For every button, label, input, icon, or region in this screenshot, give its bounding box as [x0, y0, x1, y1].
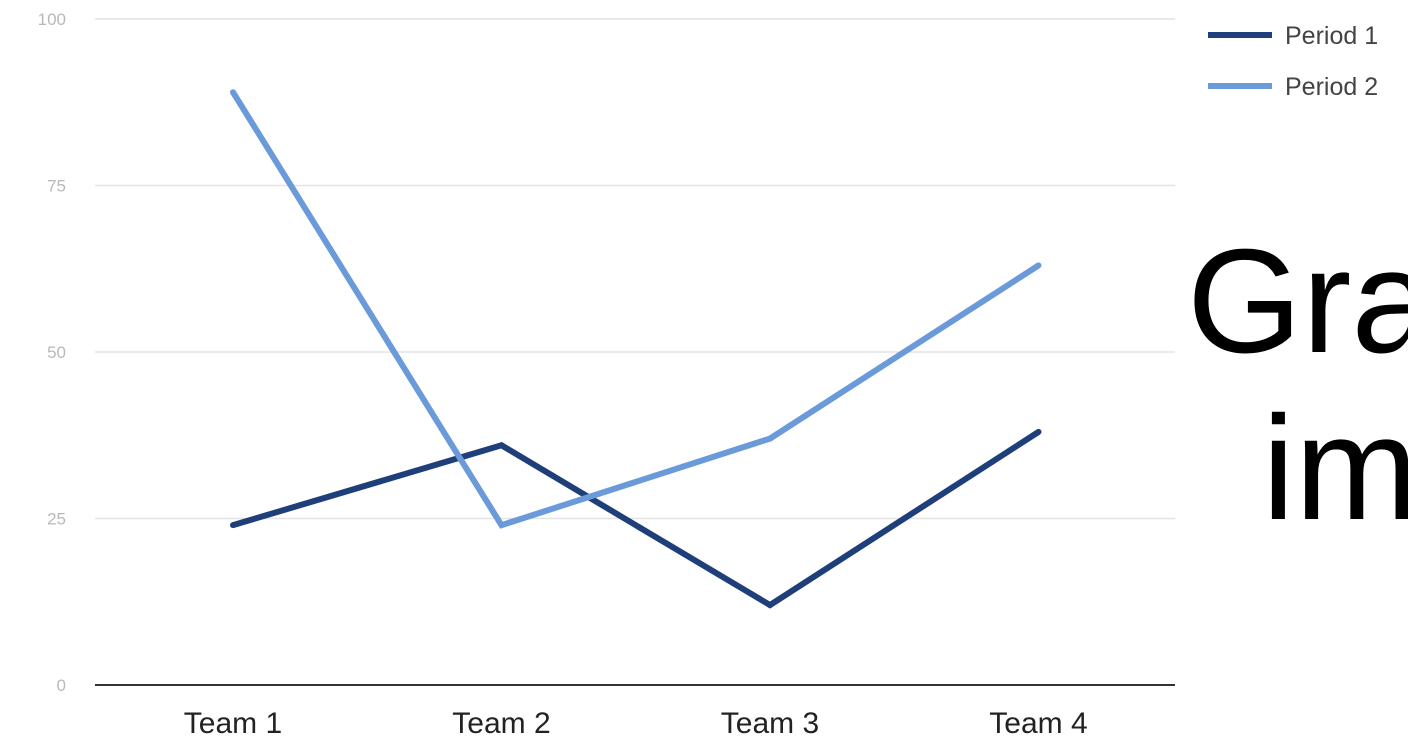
x-tick-label-4: Team 4: [989, 707, 1087, 740]
gridlines: [95, 18, 1175, 520]
x-tick-label-2: Team 2: [452, 707, 550, 740]
y-tick-label-0: 0: [57, 676, 66, 695]
legend: Period 1 Period 2: [1208, 22, 1378, 101]
overlay-text-line-1: Gra: [1187, 219, 1408, 384]
series-1-point-1: [230, 522, 236, 529]
series-2-point-1: [230, 89, 236, 96]
series-line-1: [232, 429, 1041, 609]
y-tick-label-100: 100: [38, 10, 66, 29]
series-2-point-4: [1035, 262, 1042, 269]
series-1-point-2: [498, 442, 505, 449]
series-1-point-4: [1035, 428, 1042, 435]
series-2-point-2: [498, 522, 505, 529]
overlay-text-line-2: im: [1262, 386, 1408, 551]
y-tick-label-50: 50: [47, 343, 66, 362]
series-line-2: [230, 90, 1041, 529]
legend-label-1: Period 1: [1285, 22, 1378, 50]
series-2-point-3: [767, 435, 773, 442]
x-tick-label-1: Team 1: [184, 707, 282, 740]
y-tick-label-75: 75: [47, 177, 66, 196]
x-axis-ticks: Team 1 Team 2 Team 3 Team 4: [184, 707, 1088, 740]
series-lines: [230, 89, 1042, 609]
y-axis-ticks: 0 25 50 75 100: [38, 10, 66, 695]
x-tick-label-3: Team 3: [721, 707, 819, 740]
y-tick-label-25: 25: [47, 510, 66, 529]
series-1-point-3: [767, 602, 773, 609]
legend-label-2: Period 2: [1285, 73, 1378, 101]
